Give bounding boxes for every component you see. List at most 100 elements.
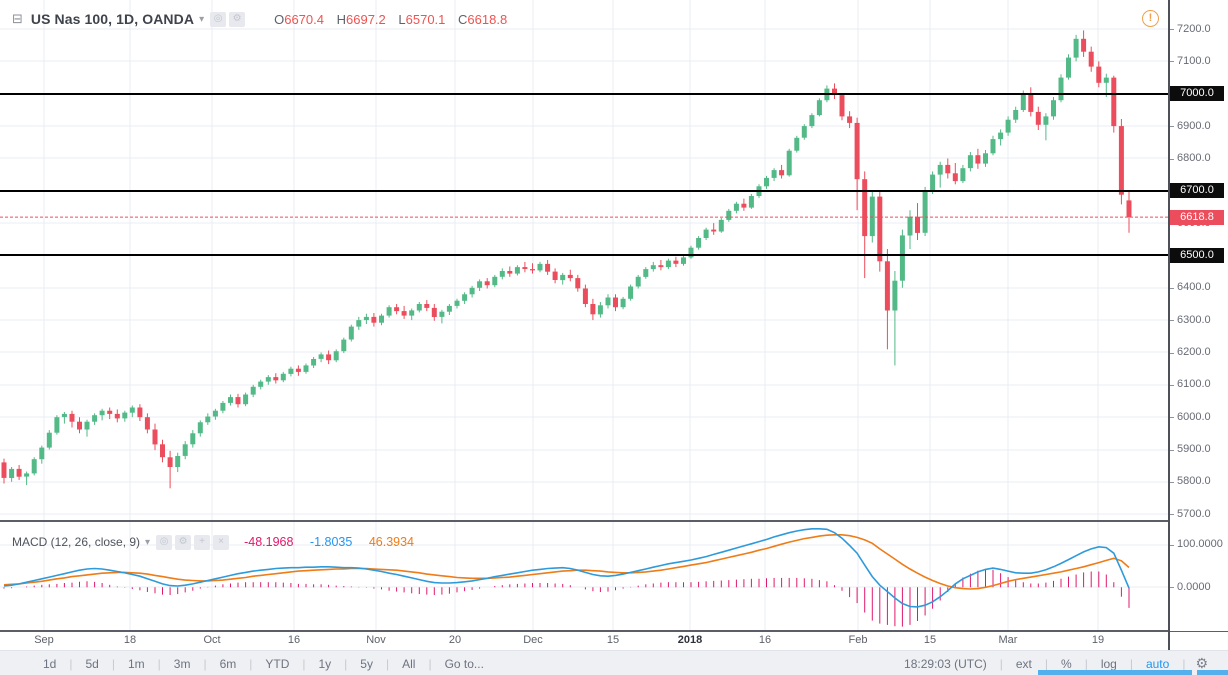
range-button-3m[interactable]: 3m <box>173 656 191 671</box>
macd-title[interactable]: MACD (12, 26, close, 9) <box>12 535 141 549</box>
price-level-lines[interactable] <box>0 93 1168 256</box>
axis-tick <box>1170 287 1174 289</box>
percent-scale-toggle[interactable]: % <box>1061 656 1072 671</box>
axis-tick <box>1170 29 1174 31</box>
range-button-1d[interactable]: 1d <box>43 656 57 671</box>
vertical-gridlines <box>43 0 1099 630</box>
axis-tick <box>1170 384 1174 386</box>
time-tick-label: Nov <box>366 634 386 646</box>
separator: | <box>157 656 161 671</box>
time-tick-label: 2018 <box>677 634 703 646</box>
price-tick-label: 7200.0 <box>1177 22 1211 35</box>
symbol-title[interactable]: US Nas 100, 1D, OANDA <box>30 11 195 27</box>
chevron-down-icon[interactable]: ▾ <box>199 13 205 25</box>
axis-tick <box>1170 320 1174 322</box>
macd-line-value: -1.8035 <box>309 535 353 549</box>
price-level-badge: 6700.0 <box>1170 183 1224 199</box>
last-price-badge: 6618.8 <box>1170 209 1224 225</box>
low-value: 6570.1 <box>405 11 446 27</box>
time-tick-label: 18 <box>123 634 137 646</box>
separator: | <box>344 656 348 671</box>
candlestick-series <box>1 30 1132 489</box>
toolbar-right: 18:29:03 (UTC) | ext | % | log | auto | … <box>891 655 1228 673</box>
axis-tick <box>1170 352 1174 354</box>
axis-tick <box>1170 158 1174 160</box>
macd-signal-value: 46.3934 <box>368 535 414 549</box>
separator: | <box>1129 656 1133 671</box>
bottom-scrollbar-segment[interactable] <box>1197 670 1228 675</box>
clock: 18:29:03 (UTC) <box>904 656 987 671</box>
range-button-ytd[interactable]: YTD <box>265 656 290 671</box>
macd-line <box>3 527 1130 608</box>
separator: | <box>1084 656 1088 671</box>
range-button-goto[interactable]: Go to... <box>444 656 484 671</box>
axis-tick <box>1170 61 1174 63</box>
chevron-down-icon[interactable]: ▾ <box>145 536 151 548</box>
high-label: H <box>336 11 346 27</box>
eye-icon[interactable]: ◎ <box>210 11 227 27</box>
low-label: L <box>398 11 406 27</box>
time-tick-label: 15 <box>923 634 937 646</box>
separator: | <box>111 656 115 671</box>
price-tick-label: 7100.0 <box>1177 54 1211 67</box>
price-tick-label: 5900.0 <box>1177 443 1211 455</box>
time-tick-label: 15 <box>606 634 620 646</box>
log-scale-toggle[interactable]: log <box>1100 656 1117 671</box>
range-button-6m[interactable]: 6m <box>219 656 237 671</box>
range-button-1y[interactable]: 1y <box>318 656 332 671</box>
eye-icon[interactable]: ◎ <box>156 534 173 550</box>
range-button-1m[interactable]: 1m <box>127 656 145 671</box>
price-tick-label: 6000.0 <box>1177 410 1211 423</box>
price-tick-label: 5700.0 <box>1177 507 1211 520</box>
range-button-5y[interactable]: 5y <box>360 656 373 671</box>
axis-tick <box>1170 449 1174 451</box>
range-button-5d[interactable]: 5d <box>85 656 99 671</box>
alert-icon[interactable]: ! <box>1142 10 1159 27</box>
close-icon[interactable]: × <box>213 534 230 550</box>
time-tick-label: Oct <box>203 634 221 646</box>
axis-tick <box>1170 126 1174 128</box>
close-value: 6618.8 <box>467 11 508 27</box>
auto-scale-toggle[interactable]: auto <box>1145 656 1170 671</box>
macd-values: -48.1968 -1.8035 46.3934 <box>244 535 427 549</box>
open-value: 6670.4 <box>284 11 324 27</box>
time-tick-label: 19 <box>1091 634 1105 646</box>
collapse-pane-icon[interactable]: ⊟ <box>12 11 23 26</box>
extended-hours-toggle[interactable]: ext <box>1015 656 1032 671</box>
price-tick-label: 6400.0 <box>1177 281 1211 294</box>
horizontal-gridlines <box>0 28 1168 588</box>
separator: | <box>302 656 306 671</box>
macd-tick-label: 0.0000 <box>1177 580 1211 593</box>
settings-gear-icon[interactable]: ⚙ <box>1195 655 1208 671</box>
price-tick-label: 6900.0 <box>1177 119 1211 132</box>
axis-tick <box>1170 587 1174 589</box>
plus-icon[interactable]: + <box>194 534 211 550</box>
price-level-badge: 6500.0 <box>1170 248 1224 263</box>
bottom-scrollbar-segment[interactable] <box>1038 670 1192 675</box>
separator: | <box>428 656 432 671</box>
high-value: 6697.2 <box>346 11 386 27</box>
price-tick-label: 6200.0 <box>1177 346 1211 358</box>
separator: | <box>69 656 73 671</box>
chart-canvas[interactable] <box>0 0 1168 631</box>
separator: | <box>249 656 253 671</box>
close-label: C <box>458 11 468 27</box>
time-axis-divider <box>0 630 1228 632</box>
separator: | <box>385 656 390 671</box>
time-axis[interactable]: Sep 18 Oct 16 Nov 20 Dec 15 2018 16 Feb 15 Mar 19 <box>0 632 1228 650</box>
gear-icon[interactable]: ⚙ <box>229 11 246 27</box>
price-axis-border <box>1168 0 1170 650</box>
axis-tick <box>1170 417 1174 419</box>
price-axis[interactable]: 7200.07100.07000.06900.06800.06700.06600… <box>1168 0 1228 631</box>
range-button-all[interactable]: All <box>402 656 416 671</box>
price-tick-label: 6300.0 <box>1177 313 1211 326</box>
macd-tick-label: 100.0000 <box>1177 538 1223 551</box>
time-tick-label: 16 <box>758 634 772 646</box>
pane-divider[interactable] <box>0 520 1228 522</box>
time-tick-label: Feb <box>848 634 868 646</box>
gear-icon[interactable]: ⚙ <box>175 534 192 550</box>
separator: | <box>999 656 1003 671</box>
price-tick-label: 6800.0 <box>1177 152 1211 164</box>
range-selector: 1d | 5d | 1m | 3m | 6m | YTD | 1y | 5y | All | Go to... <box>0 655 497 673</box>
